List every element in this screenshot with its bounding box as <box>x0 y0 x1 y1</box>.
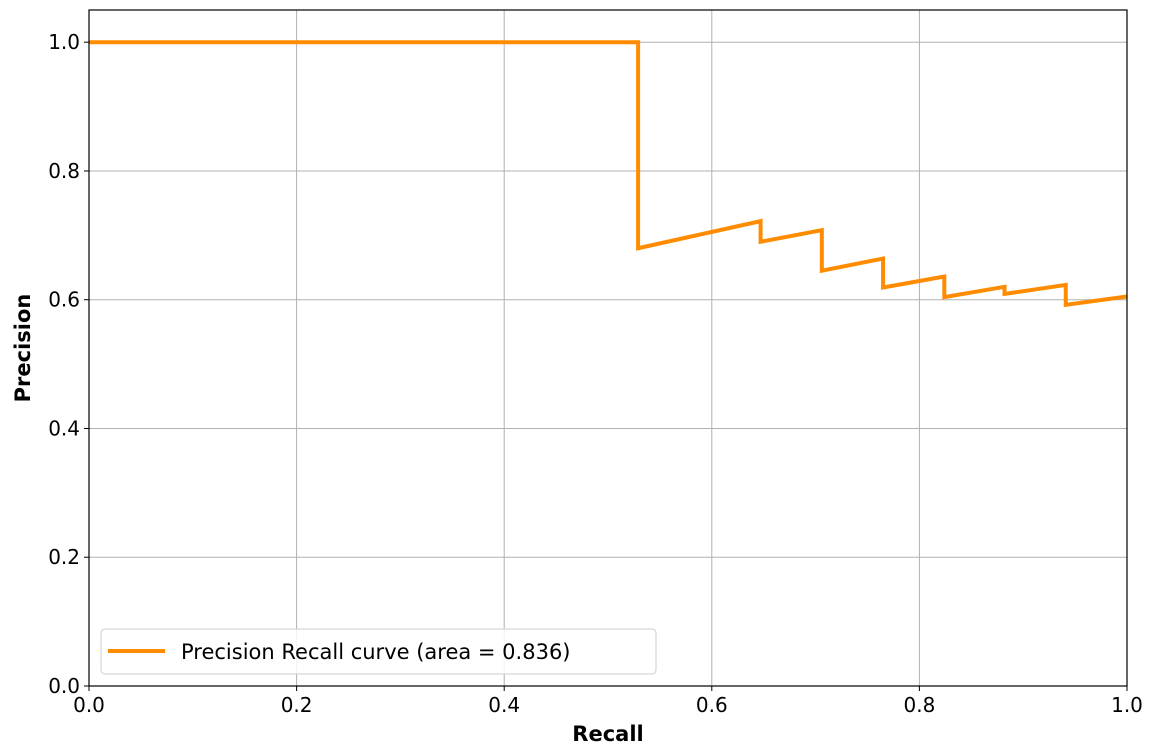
legend-box <box>100 628 657 675</box>
series-line-precision-recall <box>89 40 1128 308</box>
y-tick-label: 1.0 <box>48 30 80 54</box>
x-tick-label: 0.8 <box>903 693 935 717</box>
legend: Precision Recall curve (area = 0.836) <box>100 628 657 675</box>
series-layer <box>89 40 1128 308</box>
plot-frame <box>88 9 1128 687</box>
x-tick-label: 0.4 <box>488 693 520 717</box>
x-tick-label: 0.0 <box>73 693 105 717</box>
grid-lines <box>88 10 1128 687</box>
legend-label: Precision Recall curve (area = 0.836) <box>181 640 571 664</box>
x-tick-label: 0.6 <box>696 693 728 717</box>
x-tick-label: 0.2 <box>281 693 313 717</box>
y-axis-label: Precision <box>11 294 35 403</box>
y-tick-label: 0.2 <box>48 545 80 569</box>
axis-ticks: 0.0 0.2 0.4 0.6 0.8 1.0 0.0 0.2 0.4 0.6 0.8 1.0 <box>48 30 1143 717</box>
y-tick-label: 0.8 <box>48 159 80 183</box>
y-tick-label: 0.0 <box>48 674 80 698</box>
y-tick-label: 0.4 <box>48 416 80 440</box>
x-tick-label: 1.0 <box>1111 693 1143 717</box>
x-axis-label: Recall <box>572 722 643 746</box>
y-tick-label: 0.6 <box>48 288 80 312</box>
